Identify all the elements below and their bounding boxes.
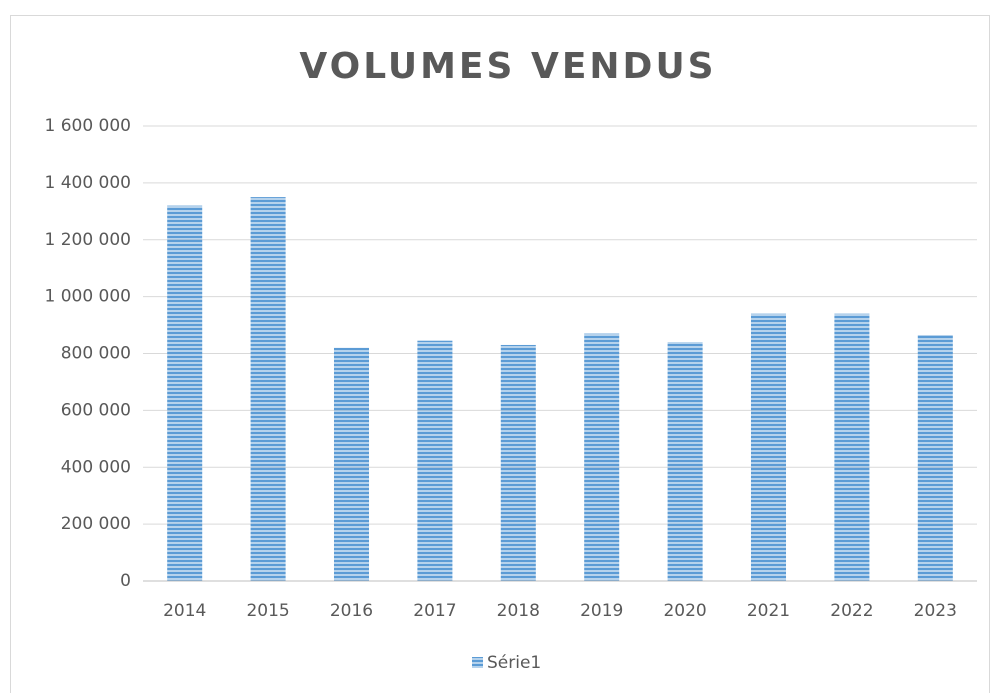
x-tick-label: 2016 (330, 601, 373, 621)
bar (333, 347, 370, 581)
bar (834, 313, 870, 581)
x-tick-label: 2020 (663, 601, 706, 621)
bar (167, 205, 203, 581)
x-tick-label: 2021 (747, 601, 790, 621)
x-tick-label: 2022 (830, 601, 873, 621)
x-tick-label: 2018 (497, 601, 540, 621)
y-tick-label: 1 000 000 (44, 287, 131, 307)
legend-marker (472, 657, 483, 668)
x-tick-label: 2023 (914, 601, 957, 621)
y-tick-label: 800 000 (61, 344, 131, 364)
bar (250, 197, 286, 581)
y-tick-label: 600 000 (61, 400, 131, 420)
y-tick-label: 200 000 (61, 514, 131, 534)
x-tick-label: 2017 (413, 601, 456, 621)
y-tick-label: 1 200 000 (44, 230, 131, 250)
y-tick-label: 0 (120, 571, 131, 591)
y-tick-label: 1 400 000 (44, 173, 131, 193)
legend-label: Série1 (487, 653, 541, 673)
x-tick-label: 2015 (246, 601, 289, 621)
bar (750, 313, 787, 581)
bar (584, 333, 620, 581)
bar (500, 344, 536, 581)
y-tick-label: 400 000 (61, 457, 131, 477)
x-tick-label: 2014 (163, 601, 206, 621)
bar (417, 340, 453, 581)
bar (667, 342, 703, 581)
chart-title: VOLUMES VENDUS (299, 46, 716, 87)
bar (917, 335, 953, 581)
x-tick-label: 2019 (580, 601, 623, 621)
y-tick-label: 1 600 000 (44, 116, 131, 136)
